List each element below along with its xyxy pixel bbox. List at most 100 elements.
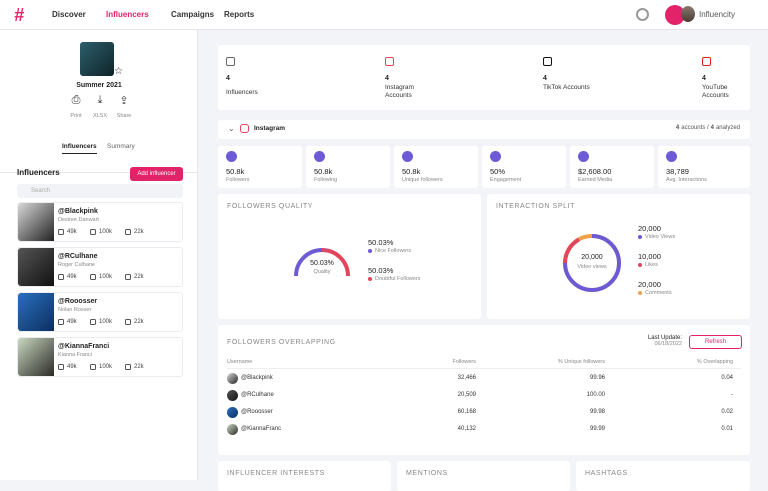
table-cell: @KiannaFranc (241, 426, 282, 432)
sidebar: ☆ Summer 2021 Influencers Add influencer… (0, 30, 198, 480)
influencer-card[interactable]: @RCulhane Roger Culhane 49k 100k 22k (17, 247, 183, 287)
summary-label: YouTube Accounts (702, 84, 729, 99)
tiktok-count: 100k (99, 364, 113, 370)
last-update-date: 06/18/2022 (654, 341, 682, 347)
stat-card: 50% Engagement (482, 146, 566, 188)
table-cell: 60,168 (457, 409, 476, 415)
legend-value: 50.03% (368, 266, 394, 275)
influencer-name: Kianna Franci (58, 352, 92, 358)
summary-icon (702, 57, 711, 66)
influencer-card[interactable]: @Blackpink Desiree Danwart 49k 100k 22k (17, 202, 183, 242)
analyzed-count: 4 (710, 125, 714, 131)
table-cell: 0.01 (721, 426, 733, 432)
stat-card: 50.8k Following (306, 146, 390, 188)
platform-name: Instagram (254, 125, 286, 132)
overlapping-panel: FOLLOWERS OVERLAPPING Last Update: 06/18/… (218, 325, 750, 455)
account-name[interactable]: Influencity (699, 10, 736, 19)
action-icon[interactable]: ⎙ (71, 94, 81, 106)
column-header[interactable]: Username (227, 359, 253, 365)
table-cell: - (731, 392, 733, 398)
table-cell: 0.04 (721, 375, 733, 381)
instagram-count: 49k (67, 319, 77, 325)
stat-value: 50.8k (226, 167, 245, 176)
summary-value: 4 (543, 75, 547, 82)
donut-value: 20,000 (581, 254, 603, 261)
summary-icon (226, 57, 235, 66)
quality-gauge (294, 248, 350, 277)
account-logo[interactable] (665, 5, 685, 25)
panel-title: INTERACTION SPLIT (496, 203, 576, 210)
legend-label: Video Views (645, 234, 676, 240)
nav-item[interactable]: Influencers (106, 10, 149, 19)
platform-bar: ⌄ Instagram 4 accounts /4 analyzed (218, 120, 750, 139)
nav-item[interactable]: Discover (52, 10, 86, 19)
campaign-name: Summer 2021 (76, 82, 122, 89)
influencer-handle: @Blackpink (58, 208, 98, 215)
influencer-avatar (18, 203, 54, 241)
legend-label: Comments (645, 290, 672, 296)
account-avatar[interactable] (681, 6, 695, 22)
donut-likes (563, 237, 581, 264)
stat-value: $2,608.00 (578, 167, 612, 176)
instagram-count: 49k (67, 229, 77, 235)
tab[interactable]: Summary (107, 143, 135, 150)
instagram-count: 49k (67, 364, 77, 370)
influencer-card[interactable]: @Rooosser Nolan Rosser 49k 100k 22k (17, 292, 183, 332)
youtube-count: 22k (134, 319, 144, 325)
last-update: Last Update: 06/18/2022 (648, 335, 682, 347)
table-cell: 32,466 (457, 375, 476, 381)
action-label[interactable]: Print (70, 113, 82, 119)
stat-value: 50.8k (402, 167, 421, 176)
panel-title: FOLLOWERS QUALITY (227, 203, 314, 210)
analyzed-label: analyzed (715, 125, 740, 131)
stat-card: 50.8k Unique followers (394, 146, 478, 188)
influencer-avatar (18, 338, 54, 376)
tiktok-icon (90, 364, 96, 370)
settings-icon[interactable] (636, 8, 649, 21)
bottom-panel: MENTIONS (397, 461, 570, 491)
youtube-count: 22k (134, 364, 144, 370)
nav-item[interactable]: Campaigns (171, 10, 215, 19)
add-influencer-button[interactable]: Add influencer (130, 167, 183, 181)
logo[interactable]: # (14, 5, 25, 25)
youtube-icon (125, 229, 131, 235)
campaign-image (80, 42, 114, 76)
table-cell: @Blackpink (241, 375, 273, 381)
collapse-chevron[interactable]: ⌄ (228, 124, 235, 133)
summary-label: Influencers (226, 89, 258, 96)
youtube-icon (125, 364, 131, 370)
influencer-handle: @RCulhane (58, 253, 98, 260)
action-label[interactable]: XLSX (92, 113, 108, 119)
summary-value: 4 (226, 75, 230, 82)
stat-label: Unique followers (402, 177, 443, 183)
tab[interactable]: Influencers (62, 143, 97, 154)
refresh-button[interactable]: Refresh (689, 335, 742, 349)
nav-item[interactable]: Reports (224, 10, 255, 19)
summary-value: 4 (385, 75, 389, 82)
favorite-star[interactable]: ☆ (114, 66, 123, 77)
accounts-count: 4 (675, 125, 680, 131)
summary-icon (543, 57, 552, 66)
column-header: % Unique followers (557, 359, 605, 365)
legend-swatch (638, 235, 642, 239)
table-cell: @RCulhane (241, 392, 274, 398)
action-icon[interactable]: ⇪ (119, 95, 129, 107)
tabs-divider (0, 172, 198, 173)
influencer-name: Desiree Danwart (58, 217, 99, 223)
stat-icon (578, 151, 589, 162)
legend-swatch (638, 291, 642, 295)
stat-label: Avg. Interactions (666, 177, 707, 183)
stat-label: Following (314, 177, 338, 183)
panel-title: INFLUENCER INTERESTS (227, 470, 325, 477)
action-label[interactable]: Share (116, 113, 132, 119)
influencer-card[interactable]: @KiannaFranci Kianna Franci 49k 100k 22k (17, 337, 183, 377)
summary-icon (385, 57, 394, 66)
gauge-label: Quality (313, 269, 331, 275)
legend-label: Doubtful Followers (375, 276, 421, 282)
table-cell: 20,509 (457, 392, 476, 398)
search-input[interactable]: Search (17, 184, 183, 198)
tiktok-icon (90, 319, 96, 325)
summary-value: 4 (702, 75, 706, 82)
action-icon[interactable]: ⤓ (97, 94, 103, 106)
